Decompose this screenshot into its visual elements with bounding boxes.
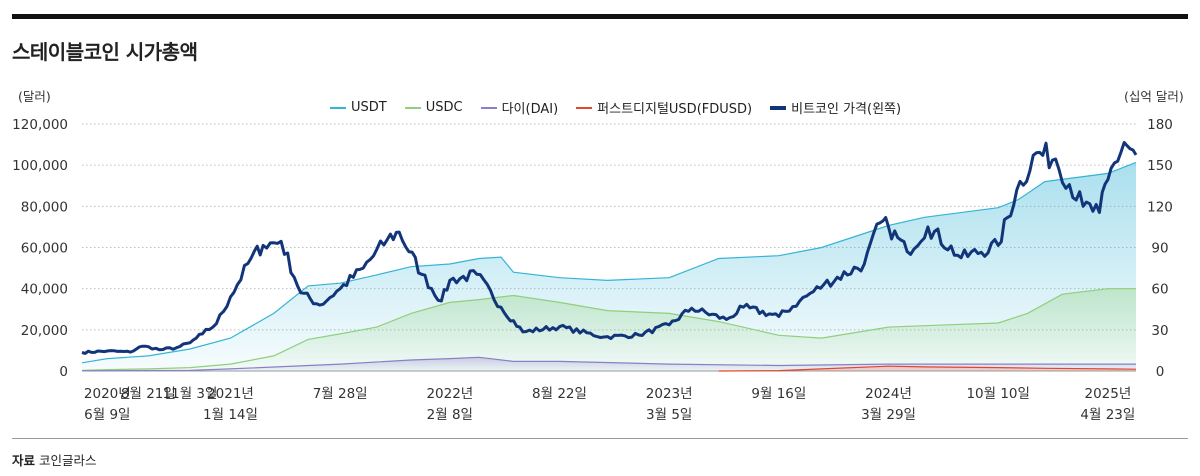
- area-fdusd: [718, 366, 1136, 371]
- line-btc: [81, 141, 1138, 355]
- right-axis-tick: 90: [1151, 241, 1168, 257]
- legend: USDT USDC 다이(DAI) 퍼스트디지털USD(FDUSD) 비트코인 …: [330, 98, 901, 117]
- right-axis-unit: (십억 달러): [1124, 89, 1184, 104]
- x-axis-tick: 11월 3일: [163, 386, 218, 402]
- right-axis-tick: 180: [1147, 117, 1173, 133]
- x-axis-tick: 9월 16일: [751, 386, 806, 402]
- line-fdusd: [718, 365, 1137, 372]
- source-text: 코인글라스: [39, 453, 97, 468]
- legend-label-fdusd: 퍼스트디지털USD(FDUSD): [597, 102, 753, 117]
- legend-swatch-dai: [480, 106, 497, 109]
- x-axis-tick: 2025년 4월 23일: [1080, 386, 1135, 423]
- line-dai: [81, 356, 1136, 372]
- right-axis-tick: 0: [1156, 364, 1165, 380]
- legend-item-fdusd: 퍼스트디지털USD(FDUSD): [576, 98, 752, 117]
- legend-swatch-usdc: [404, 106, 421, 109]
- legend-label-dai: 다이(DAI): [501, 102, 559, 117]
- legend-item-dai: 다이(DAI): [480, 98, 559, 117]
- x-axis-tick: 8월 22일: [532, 386, 587, 402]
- x-axis-tick: 2023년 3월 5일: [646, 386, 693, 423]
- legend-swatch-btc: [770, 105, 787, 110]
- line-usdc: [81, 288, 1136, 371]
- left-axis-tick: 100,000: [12, 158, 68, 174]
- bottom-rule: [12, 438, 1188, 439]
- legend-label-usdc: USDC: [425, 100, 463, 115]
- x-axis-tick: 10월 10일: [966, 386, 1030, 402]
- left-axis-tick: 60,000: [21, 241, 68, 257]
- legend-item-usdc: USDC: [404, 100, 463, 115]
- legend-item-usdt: USDT: [330, 100, 387, 115]
- right-axis-tick: 30: [1151, 323, 1168, 339]
- left-axis-tick: 20,000: [21, 323, 68, 339]
- area-usdt: [82, 162, 1136, 371]
- left-axis-tick: 0: [59, 364, 68, 380]
- x-axis-tick: 8월 21일: [121, 386, 176, 402]
- source-note: 자료 코인글라스: [12, 450, 97, 469]
- chart-title: 스테이블코인 시가총액: [12, 40, 198, 64]
- area-usdc: [82, 288, 1136, 371]
- x-axis-tick: 2021년 1월 14일: [203, 386, 258, 423]
- left-axis-tick: 120,000: [12, 117, 68, 133]
- x-axis-tick: 2020년 6월 9일: [84, 386, 131, 423]
- area-dai: [82, 357, 1136, 371]
- top-rule: [12, 14, 1188, 19]
- left-axis-tick: 40,000: [21, 282, 68, 298]
- x-axis-tick: 2022년 2월 8일: [426, 386, 473, 423]
- legend-label-usdt: USDT: [351, 100, 387, 115]
- stablecoin-chart: 0 20,000 40,000 60,000 80,000 100,000 120,000 0…: [12, 117, 1173, 423]
- left-axis-tick: 80,000: [21, 199, 68, 215]
- source-label: 자료: [12, 453, 36, 468]
- legend-swatch-usdt: [330, 106, 346, 109]
- line-usdt: [81, 161, 1137, 364]
- legend-label-btc: 비트코인 가격(왼쪽): [791, 102, 902, 117]
- x-axis-tick: 7월 28일: [313, 386, 368, 402]
- x-axis-tick: 2024년 3월 29일: [861, 386, 916, 423]
- legend-swatch-fdusd: [576, 106, 593, 109]
- right-axis-tick: 120: [1147, 199, 1173, 215]
- right-axis-tick: 150: [1147, 158, 1173, 174]
- right-axis-tick: 60: [1151, 282, 1168, 298]
- left-axis-unit: (달러): [18, 89, 51, 104]
- legend-item-btc: 비트코인 가격(왼쪽): [770, 98, 901, 117]
